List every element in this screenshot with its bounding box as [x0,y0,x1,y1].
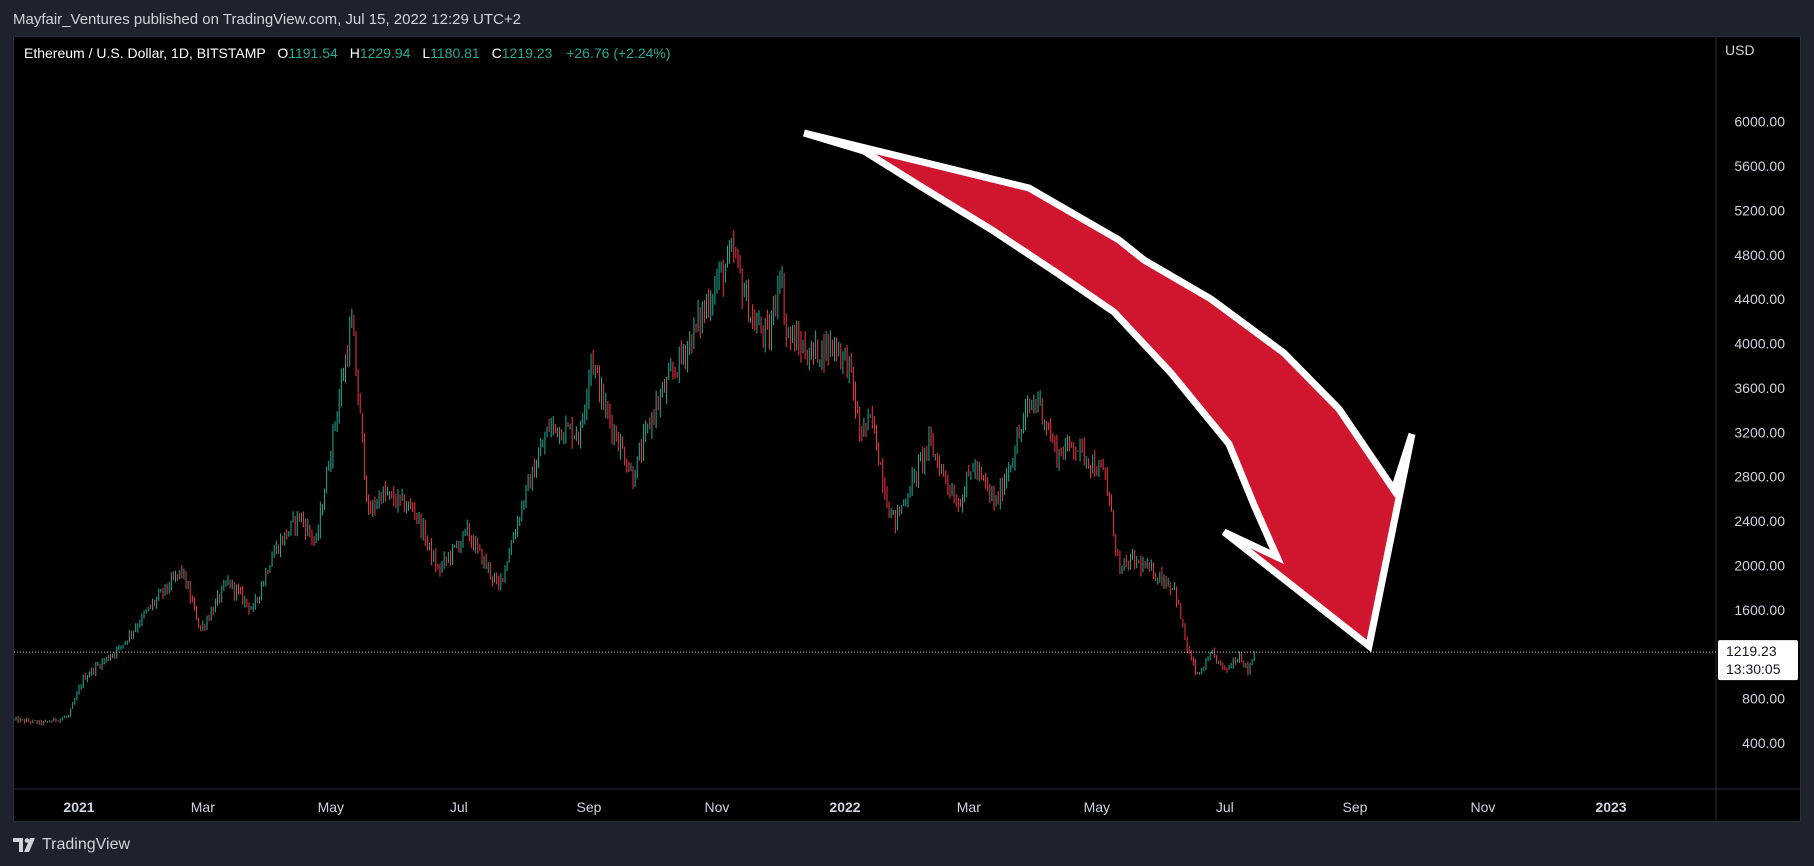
tradingview-text: TradingView [42,836,131,853]
price-tag-countdown: 13:30:05 [1726,661,1781,677]
close-value: 1219.23 [501,45,553,61]
publisher-bar: Mayfair_Ventures published on TradingVie… [0,0,1814,36]
y-tick-label: 4800.00 [1734,247,1785,263]
footer-brand[interactable]: TradingView [13,836,313,860]
x-tick-label: 2022 [829,799,860,815]
y-tick-label: 2000.00 [1734,557,1785,573]
x-tick-label: Sep [1343,799,1368,815]
x-tick-label: Mar [957,799,981,815]
x-tick-label: Mar [191,799,215,815]
low-value: 1180.81 [430,45,480,61]
high-value: 1229.94 [359,45,411,61]
y-tick-label: 3600.00 [1734,380,1785,396]
x-tick-label: 2023 [1595,799,1626,815]
x-tick-label: Sep [577,799,602,815]
x-tick-label: May [318,799,344,815]
x-tick-label: Jul [450,799,468,815]
x-tick-label: Jul [1216,799,1234,815]
tradingview-logo-icon [13,838,35,852]
high-label: H [349,45,360,61]
ohlc-legend: Ethereum / U.S. Dollar, 1D, BITSTAMP O11… [24,45,671,61]
x-tick-label: Nov [1471,799,1496,815]
low-label: L [422,45,431,61]
y-tick-label: 400.00 [1742,735,1785,751]
down-arrow-annotation[interactable] [802,129,1416,653]
y-tick-label: 5600.00 [1734,158,1785,174]
x-tick-label: May [1084,799,1110,815]
symbol-title: Ethereum / U.S. Dollar, 1D, BITSTAMP [24,45,266,61]
y-tick-label: 1600.00 [1734,602,1785,618]
open-value: 1191.54 [288,45,338,61]
currency-label: USD [1725,42,1755,58]
y-tick-label: 3200.00 [1734,424,1785,440]
close-label: C [491,45,502,61]
chart-frame[interactable]: USD 400.00 800.00 1600.00 2000.00 2400.00 2800… [13,36,1801,822]
price-chart[interactable]: USD 400.00 800.00 1600.00 2000.00 2400.00 2800… [14,37,1800,821]
price-tag: 1219.23 13:30:05 [1718,640,1798,681]
y-tick-label: 4000.00 [1734,336,1785,352]
y-tick-label: 2800.00 [1734,469,1785,485]
y-tick-label: 5200.00 [1734,202,1785,218]
change-value: +26.76 (+2.24%) [566,45,671,61]
x-tick-label: 2021 [63,799,94,815]
y-tick-label: 6000.00 [1734,114,1785,130]
y-tick-label: 2400.00 [1734,513,1785,529]
open-label: O [277,45,289,61]
x-tick-label: Nov [705,799,730,815]
y-tick-label: 800.00 [1742,691,1785,707]
price-tag-value: 1219.23 [1726,643,1777,659]
candles [14,230,1255,726]
price-tag-box [1718,640,1798,681]
y-tick-label: 4400.00 [1734,291,1785,307]
publisher-line: Mayfair_Ventures published on TradingVie… [13,11,521,28]
